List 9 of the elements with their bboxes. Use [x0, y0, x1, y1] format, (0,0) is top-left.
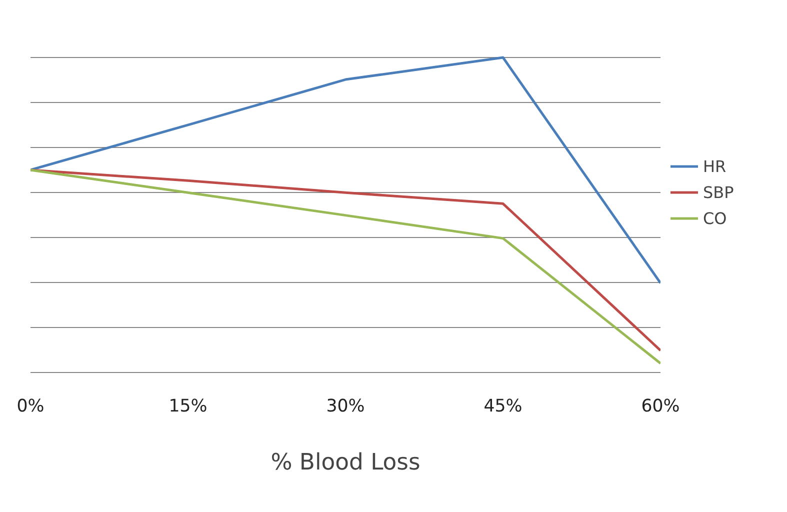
x-tick-label: 30%	[326, 396, 365, 416]
legend-label: HR	[703, 156, 726, 176]
x-axis-title: % Blood Loss	[270, 450, 420, 476]
legend-label: CO	[703, 208, 727, 228]
x-tick-label: 45%	[484, 396, 522, 416]
legend-label: SBP	[703, 182, 734, 202]
x-tick-label: 60%	[641, 396, 680, 416]
x-tick-label: 0%	[16, 396, 44, 416]
x-tick-label: 15%	[168, 396, 208, 416]
